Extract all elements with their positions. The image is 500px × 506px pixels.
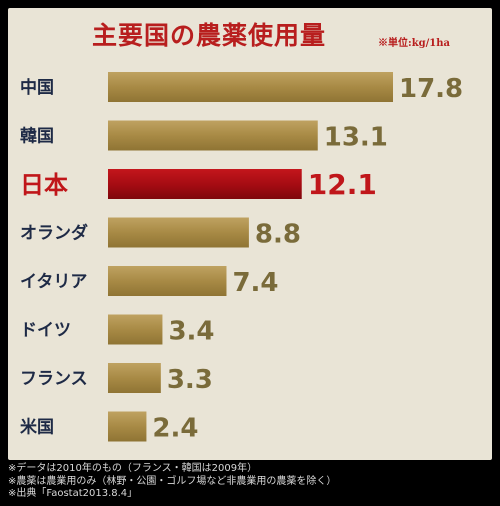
bar <box>108 120 318 151</box>
footnote-line: ※農薬は農業用のみ（林野・公園・ゴルフ場など非農業用の農薬を除く） <box>8 475 337 487</box>
value-label: 12.1 <box>308 168 377 201</box>
category-label: フランス <box>20 369 88 389</box>
footnotes: ※データは2010年のもの（フランス・韓国は2009年） ※農薬は農業用のみ（林… <box>8 463 336 501</box>
category-label: 中国 <box>20 77 54 98</box>
value-label: 13.1 <box>324 123 388 153</box>
chart-title: 主要国の農薬使用量 <box>92 21 327 50</box>
bar <box>108 217 249 248</box>
value-label: 3.3 <box>167 365 213 395</box>
value-label: 2.4 <box>152 414 198 444</box>
category-label: 韓国 <box>20 126 54 147</box>
bar <box>108 363 161 393</box>
footnote-line: ※出典「Faostat2013.8.4」 <box>8 488 138 499</box>
category-label: 日本 <box>20 171 68 199</box>
unit-note: ※単位:kg/1ha <box>378 38 450 49</box>
bar <box>108 266 227 296</box>
category-label: ドイツ <box>20 321 71 341</box>
bar <box>108 314 163 345</box>
category-label: 米国 <box>20 417 54 438</box>
value-label: 3.4 <box>168 317 214 347</box>
bar <box>108 169 302 199</box>
value-label: 7.4 <box>232 268 278 298</box>
category-label: イタリア <box>20 272 87 292</box>
value-label: 17.8 <box>399 74 463 104</box>
footnote-line: ※データは2010年のもの（フランス・韓国は2009年） <box>8 463 258 474</box>
category-label: オランダ <box>20 223 88 244</box>
value-label: 8.8 <box>255 220 301 250</box>
bar <box>108 411 147 442</box>
bar <box>108 72 393 102</box>
